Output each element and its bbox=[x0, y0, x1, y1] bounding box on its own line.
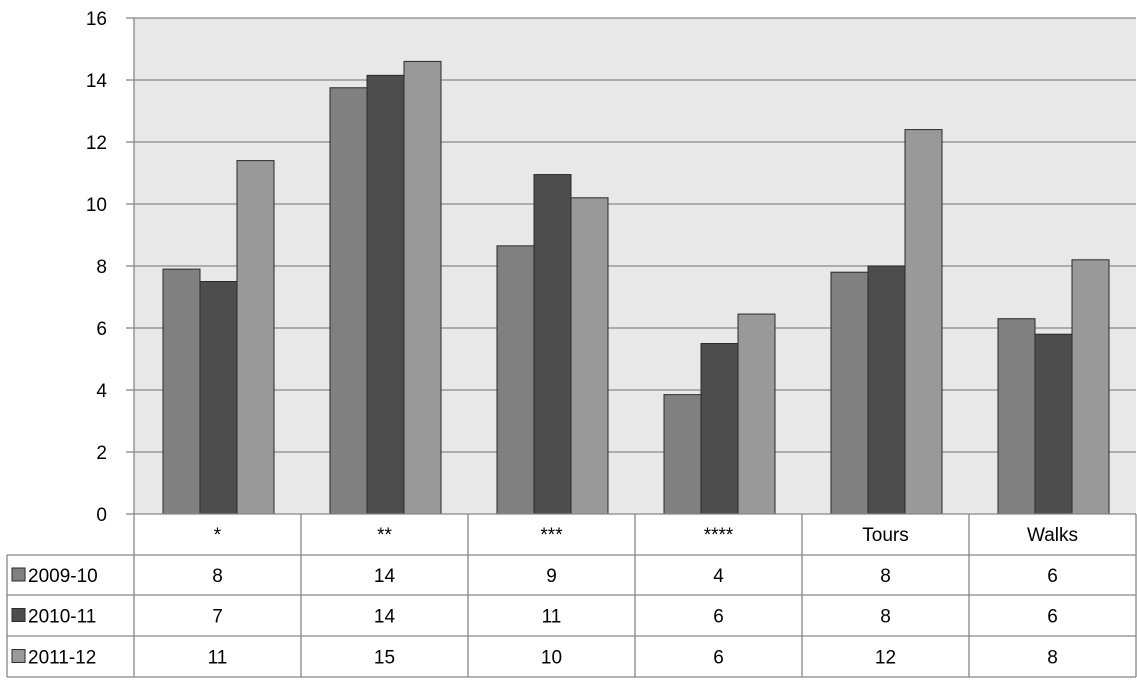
y-tick-label: 10 bbox=[86, 195, 107, 216]
data-label: 15 bbox=[374, 648, 395, 669]
bar bbox=[904, 129, 943, 515]
data-label: 11 bbox=[542, 607, 562, 628]
plot-area bbox=[134, 17, 1136, 515]
y-tick-label: 6 bbox=[96, 319, 107, 340]
data-label: 8 bbox=[880, 566, 891, 587]
data-label: 6 bbox=[713, 607, 724, 628]
data-label: 6 bbox=[1047, 566, 1058, 587]
bar bbox=[403, 60, 442, 515]
bar bbox=[867, 265, 906, 515]
y-tick-label: 12 bbox=[86, 133, 107, 154]
series-name: 2011-12 bbox=[28, 648, 96, 669]
y-tick-label: 8 bbox=[96, 257, 107, 278]
category-label: *** bbox=[540, 525, 563, 546]
bar bbox=[366, 74, 405, 515]
data-label: 14 bbox=[374, 566, 396, 587]
category-label: **** bbox=[704, 525, 734, 546]
data-label: 14 bbox=[374, 607, 396, 628]
bar bbox=[830, 271, 869, 515]
y-axis: 0 2 4 6 8 10 12 14 16 bbox=[86, 9, 135, 526]
bar bbox=[570, 197, 609, 515]
bar bbox=[1034, 333, 1073, 515]
data-label: 6 bbox=[1047, 607, 1058, 628]
y-tick-label: 0 bbox=[96, 505, 107, 526]
y-tick-label: 14 bbox=[86, 71, 108, 92]
bar bbox=[1071, 259, 1110, 515]
data-label: 8 bbox=[212, 566, 223, 587]
category-label: Walks bbox=[1027, 525, 1078, 546]
bar bbox=[533, 174, 572, 515]
data-label: 7 bbox=[212, 607, 223, 628]
legend-key bbox=[11, 649, 26, 663]
series-name: 2010-11 bbox=[28, 607, 96, 628]
data-label: 9 bbox=[546, 566, 557, 587]
bar bbox=[496, 245, 535, 515]
bar bbox=[663, 394, 702, 515]
legend-key bbox=[11, 608, 26, 622]
data-label: 8 bbox=[880, 607, 891, 628]
data-label: 8 bbox=[1047, 648, 1058, 669]
bar bbox=[236, 160, 275, 515]
legend-key bbox=[11, 567, 26, 582]
y-tick-label: 2 bbox=[96, 443, 107, 464]
category-label: * bbox=[214, 525, 222, 546]
series-name: 2009-10 bbox=[28, 566, 98, 587]
category-label: Tours bbox=[862, 525, 908, 546]
bar bbox=[329, 87, 368, 515]
y-tick-label: 4 bbox=[96, 381, 107, 402]
bar bbox=[737, 313, 776, 515]
data-label: 11 bbox=[208, 648, 228, 669]
data-label: 12 bbox=[875, 648, 896, 669]
data-label: 4 bbox=[713, 566, 724, 587]
bar bbox=[162, 268, 201, 515]
category-label: ** bbox=[377, 525, 392, 546]
bar bbox=[997, 318, 1036, 515]
data-label: 6 bbox=[713, 648, 724, 669]
bar bbox=[700, 343, 739, 515]
data-label: 10 bbox=[541, 648, 562, 669]
bar bbox=[199, 281, 238, 515]
y-tick-label: 16 bbox=[86, 9, 107, 30]
